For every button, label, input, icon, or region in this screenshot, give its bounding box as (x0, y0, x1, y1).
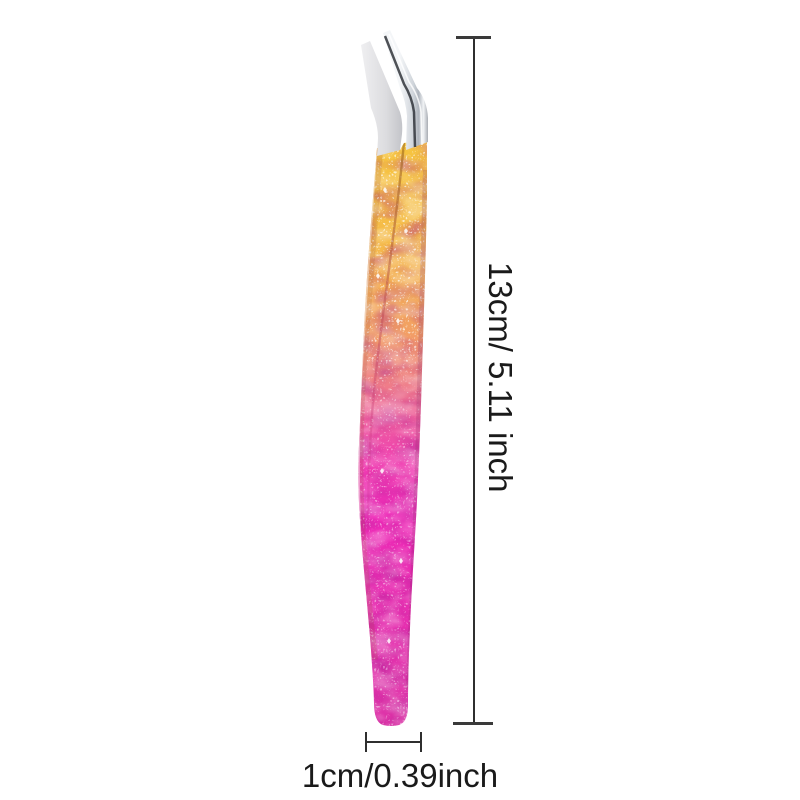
height-dimension-bottom-cap (453, 722, 493, 725)
height-dimension-line (473, 38, 475, 724)
sparkle-highlights (376, 187, 408, 644)
width-dimension-line (365, 741, 422, 743)
tweezers-handle (358, 140, 427, 726)
tweezers-tip (361, 30, 428, 156)
width-measurement-label: 1cm/0.39inch (301, 757, 499, 794)
width-dimension-left-tick (365, 732, 367, 752)
height-dimension-top-cap (456, 36, 491, 39)
height-measurement-label: 13cm/ 5.11 inch (482, 262, 519, 493)
width-dimension-right-tick (420, 732, 422, 752)
